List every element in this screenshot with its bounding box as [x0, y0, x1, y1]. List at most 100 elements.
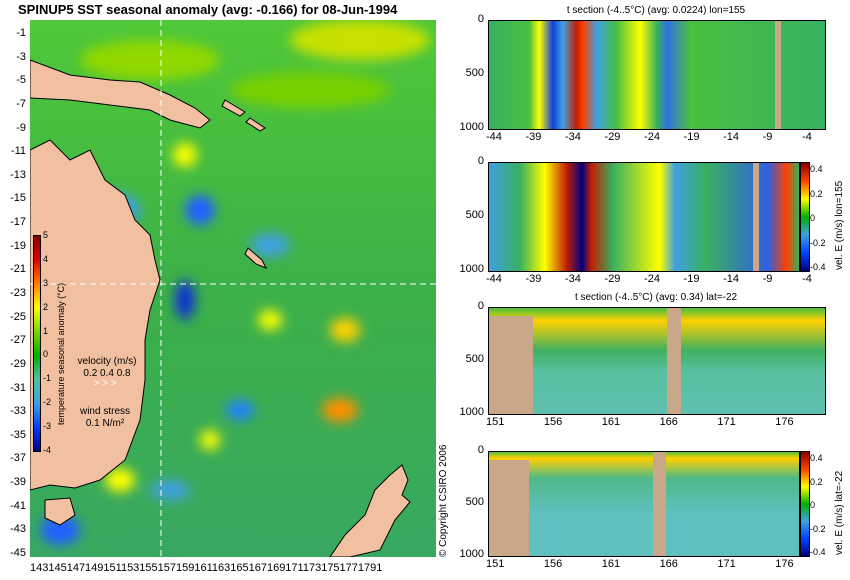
section-x-tick: 156	[543, 558, 563, 570]
velocity-colorbar-tick: 0.2	[810, 188, 823, 199]
section-panel-title: t section (-4..5°C) (avg: 0.34) lat=-22	[574, 292, 738, 303]
section-land-bar	[667, 308, 681, 414]
main-map-y-tick: -33	[10, 405, 26, 418]
main-map-y-tick: -27	[10, 334, 26, 347]
section-y-tick: 0	[477, 300, 484, 312]
main-map-y-tick: -39	[10, 476, 26, 489]
velocity-colorbar-label: vel. E (m/s) lat=-22	[834, 470, 845, 555]
section-x-tick: -44	[486, 273, 502, 285]
section-y-tick: 1000	[459, 548, 484, 560]
main-colorbar-tick: -1	[43, 373, 52, 384]
section-x-tick: 171	[717, 416, 736, 428]
wind-legend-title: wind stress	[79, 406, 130, 417]
velocity-colorbar-label: vel. E (m/s) lon=155	[834, 180, 845, 270]
main-map-y-tick: -9	[16, 121, 26, 134]
main-map-y-tick: -41	[10, 499, 26, 512]
velocity-colorbar-tick: -0.2	[810, 237, 826, 248]
main-map-y-tick: -5	[16, 74, 26, 87]
main-colorbar-tick: 3	[43, 277, 49, 288]
main-map-y-tick: -15	[10, 192, 26, 205]
section-y-tick: 500	[465, 496, 484, 508]
new-caledonia-landmass	[244, 247, 268, 269]
wind-legend-value: 0.1 N/m²	[85, 418, 125, 429]
new-zealand-landmass	[329, 464, 411, 557]
tasmania-landmass	[44, 497, 76, 526]
velocity-colorbar-tick: -0.2	[810, 523, 826, 534]
main-colorbar-tick: 2	[43, 301, 49, 312]
main-map-y-tick: -43	[10, 523, 26, 536]
section-x-tick: -24	[644, 131, 660, 143]
sst-anomaly-map: 5 4 3 2 1 0 -1 -2 -3 -4 temperature seasonal anom…	[30, 20, 436, 557]
main-map-y-tick: -45	[10, 547, 26, 559]
main-map-y-ticks: -1 -3 -5 -7 -9 -11 -13 -15 -17 -19 -21 -23 -25 -27 -29…	[0, 20, 28, 559]
section-x-tick: 151	[486, 416, 505, 428]
velocity-colorbar-tick: 0.4	[810, 453, 823, 463]
main-map-y-tick: -25	[10, 310, 26, 323]
section-x-tick: -9	[762, 273, 773, 285]
main-map-y-tick: -21	[10, 263, 26, 276]
section-x-tick: -29	[604, 273, 621, 285]
section-x-tick: -14	[723, 131, 739, 143]
section-land-bar	[774, 21, 782, 129]
section-land-bar	[653, 452, 666, 556]
section-plot-area	[488, 162, 800, 272]
section-x-tick: -14	[723, 273, 739, 285]
main-map-y-tick: -31	[10, 381, 26, 394]
section-y-tick: 1000	[459, 406, 484, 418]
main-map-y-tick: -19	[10, 239, 26, 252]
velocity-legend-arrows: > > >	[93, 378, 117, 389]
sst-anomaly-map-svg	[30, 20, 436, 557]
section-x-tick: -34	[565, 273, 581, 285]
section-y-tick: 0	[477, 155, 484, 167]
section-x-tick: -24	[644, 273, 660, 285]
section-y-tick: 500	[465, 353, 484, 365]
velocity-colorbar-tick: 0	[810, 213, 816, 223]
velocity-colorbar-tick: 0.2	[810, 476, 823, 487]
main-colorbar-tick: -2	[43, 397, 52, 408]
velocity-colorbar-tick: -0.4	[810, 547, 826, 557]
main-map-title: SPINUP5 SST seasonal anomaly (avg: -0.16…	[18, 2, 398, 17]
main-colorbar	[33, 235, 41, 452]
copyright-text: © Copyright CSIRO 2006	[438, 444, 449, 557]
main-map-y-tick: -11	[10, 145, 26, 158]
main-colorbar-tick: 1	[43, 325, 49, 336]
velocity-colorbar	[800, 451, 810, 557]
section-x-tick: 176	[775, 558, 794, 570]
main-colorbar-label: temperature seasonal anomaly (°C)	[56, 282, 66, 425]
main-map-y-tick: -29	[10, 357, 26, 370]
section-y-tick: 500	[465, 209, 484, 221]
section-x-tick: -9	[762, 131, 773, 143]
section-y-tick: 0	[477, 13, 484, 25]
velocity-colorbar-tick: -0.4	[810, 262, 826, 272]
main-colorbar-tick: 4	[43, 253, 49, 264]
main-map-y-tick: -1	[16, 27, 26, 39]
section-x-tick: -44	[486, 131, 502, 143]
new-guinea-landmass	[30, 59, 211, 129]
main-map-x-ticks: 1431451471491511531551571591611631651671…	[30, 562, 383, 574]
section-y-tick: 1000	[459, 121, 484, 133]
section-land-mask	[489, 460, 530, 556]
section-x-tick: 176	[775, 416, 794, 428]
section-x-tick: -19	[683, 131, 700, 143]
section-y-tick: 0	[477, 444, 484, 456]
main-map-y-tick: -35	[10, 428, 26, 441]
section-x-tick: -39	[525, 273, 542, 285]
main-map-y-tick: -13	[10, 168, 26, 181]
main-map-y-tick: -3	[16, 50, 26, 63]
section-x-tick: 161	[601, 558, 621, 570]
main-map-y-tick: -37	[10, 452, 26, 465]
section-x-tick: 171	[717, 558, 736, 570]
main-map-y-tick: -23	[10, 287, 26, 299]
section-x-tick: 166	[659, 558, 678, 570]
velocity-colorbar	[800, 162, 810, 272]
section-x-tick: 156	[543, 416, 563, 428]
section-x-tick: 161	[601, 416, 621, 428]
section-x-tick: -4	[802, 131, 812, 143]
section-x-tick: -4	[802, 273, 812, 285]
velocity-colorbar-tick: 0.4	[810, 164, 823, 174]
velocity-legend-title: velocity (m/s)	[77, 356, 137, 367]
section-y-tick: 1000	[459, 263, 484, 275]
main-colorbar-tick: 0	[43, 349, 49, 360]
section-land-bar	[752, 163, 759, 271]
section-x-tick: 166	[659, 416, 678, 428]
